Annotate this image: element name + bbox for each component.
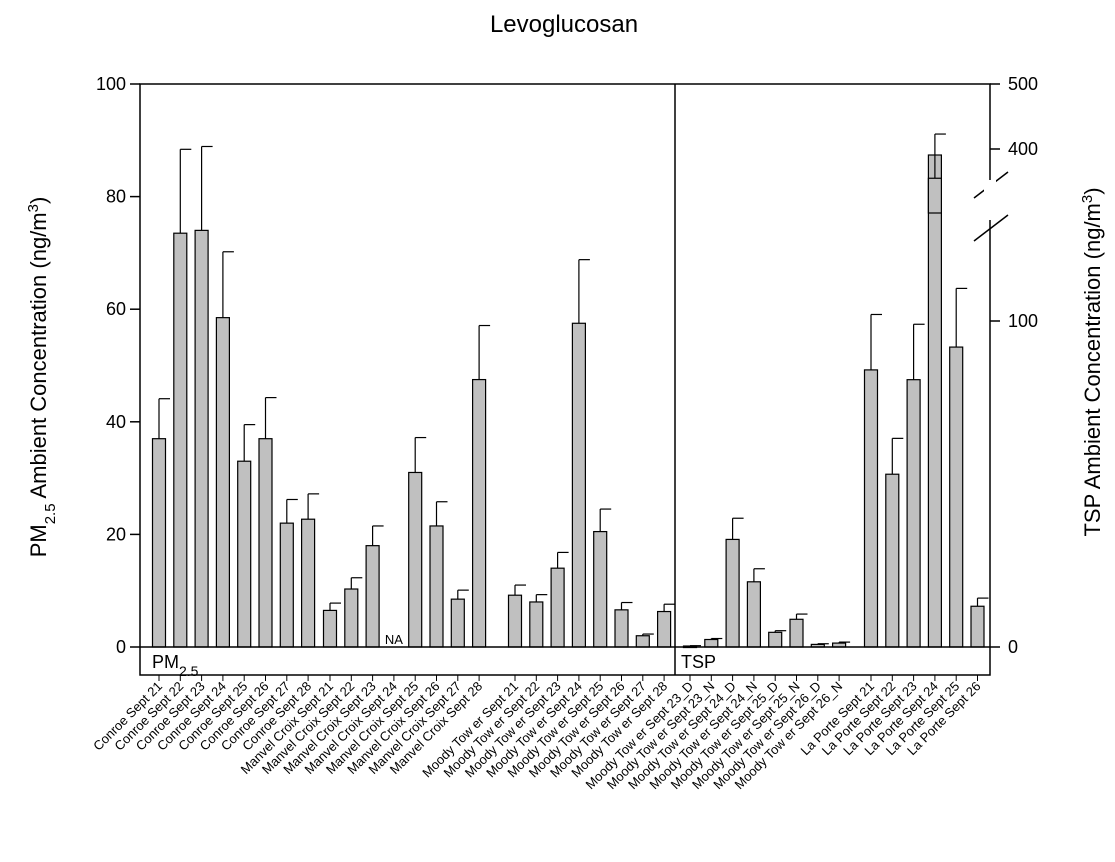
bar [408,471,423,648]
bar [746,581,762,648]
bar [768,631,783,648]
bar [614,609,629,648]
left-y-tick-label: 20 [106,524,126,544]
right-y-tick-label: 100 [1008,311,1038,331]
bar [656,610,672,648]
left-axis-title: PM2.5 Ambient Concentration (ng/m3) [25,197,59,558]
left-y-tick-label: 40 [106,412,126,432]
right-y-tick-label: 500 [1008,74,1038,94]
bar [725,538,740,648]
bar [970,605,985,648]
axis-break-gap [984,180,996,220]
bar [927,154,943,648]
bar [450,598,465,648]
right-axis-title: TSP Ambient Concentration (ng/m3) [1079,187,1106,536]
bar [704,638,719,648]
right-panel-label: TSP [681,652,716,672]
right-panel [682,133,989,649]
left-panel-label: PM2.5 [152,652,199,679]
bar-upper [927,177,943,214]
bar [472,378,487,648]
bar [365,545,380,648]
bar [237,460,252,648]
bar [279,522,294,648]
right-y-tick-label: 400 [1008,139,1038,159]
bar [593,530,608,648]
left-y-tick-label: 100 [96,74,126,94]
bar [322,609,338,648]
bar [344,588,359,648]
bar [258,438,273,648]
bar [571,322,587,648]
bar [215,317,230,648]
plot-frame: 0204060801000100300400500PM2.5 Ambient C… [25,74,1106,681]
bar [173,232,188,648]
left-y-tick-label: 60 [106,299,126,319]
left-panel: NA [151,145,676,648]
axis-break-mark [973,214,1009,242]
bar [429,525,444,648]
chart-title: Levoglucosan [490,11,638,38]
na-label: NA [385,632,403,647]
bar [507,594,523,648]
plot-border [139,83,991,676]
left-y-tick-label: 80 [106,187,126,207]
bar [949,346,964,648]
bar [301,518,316,648]
bar [906,379,921,648]
bar [885,473,900,648]
right-y-tick-label: 0 [1008,637,1018,657]
bar [863,369,879,648]
bar [529,601,544,648]
bar [194,229,209,648]
bar [550,567,565,648]
bar [789,618,804,648]
left-y-tick-label: 0 [116,637,126,657]
bar [151,438,167,648]
bar [635,635,650,648]
